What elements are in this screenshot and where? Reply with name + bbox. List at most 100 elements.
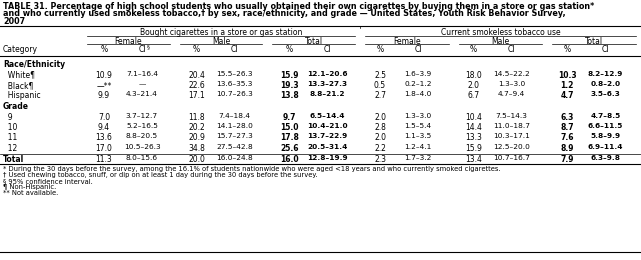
Text: 8.9: 8.9 bbox=[561, 144, 574, 153]
Text: 6.5–14.4: 6.5–14.4 bbox=[310, 113, 345, 119]
Text: 4.7–9.4: 4.7–9.4 bbox=[498, 92, 525, 98]
Text: 11.3: 11.3 bbox=[96, 154, 112, 164]
Text: 12.1–20.6: 12.1–20.6 bbox=[307, 70, 347, 76]
Text: 6.9–11.4: 6.9–11.4 bbox=[588, 144, 623, 150]
Text: 18.0: 18.0 bbox=[465, 70, 482, 80]
Text: 12.5–20.0: 12.5–20.0 bbox=[493, 144, 530, 150]
Text: 1.5–5.4: 1.5–5.4 bbox=[404, 123, 431, 129]
Text: 25.6: 25.6 bbox=[280, 144, 299, 153]
Text: 20.9: 20.9 bbox=[188, 133, 205, 142]
Text: Category: Category bbox=[3, 45, 38, 54]
Text: %: % bbox=[470, 45, 478, 54]
Text: 8.0–15.6: 8.0–15.6 bbox=[126, 154, 158, 160]
Text: 10.3–17.1: 10.3–17.1 bbox=[493, 133, 530, 140]
Text: Total: Total bbox=[3, 154, 24, 164]
Text: 15.9: 15.9 bbox=[280, 70, 299, 80]
Text: §: § bbox=[147, 44, 150, 49]
Text: 6.7: 6.7 bbox=[467, 92, 479, 101]
Text: Male: Male bbox=[492, 37, 510, 46]
Text: 2.0: 2.0 bbox=[468, 81, 479, 90]
Text: 13.4: 13.4 bbox=[465, 154, 482, 164]
Text: 1.8–4.0: 1.8–4.0 bbox=[404, 92, 431, 98]
Text: Female: Female bbox=[393, 37, 420, 46]
Text: 1.1–3.5: 1.1–3.5 bbox=[404, 133, 431, 140]
Text: 15.7–27.3: 15.7–27.3 bbox=[216, 133, 253, 140]
Text: 14.1–28.0: 14.1–28.0 bbox=[216, 123, 253, 129]
Text: 11.0–18.7: 11.0–18.7 bbox=[493, 123, 530, 129]
Text: 10.4: 10.4 bbox=[465, 113, 482, 121]
Text: 20.4: 20.4 bbox=[188, 70, 205, 80]
Text: 7.0: 7.0 bbox=[98, 113, 110, 121]
Text: 4.3–21.4: 4.3–21.4 bbox=[126, 92, 158, 98]
Text: 7.6: 7.6 bbox=[561, 133, 574, 142]
Text: 6.3: 6.3 bbox=[561, 113, 574, 121]
Text: 5.2–16.5: 5.2–16.5 bbox=[126, 123, 158, 129]
Text: 8.8–21.2: 8.8–21.2 bbox=[310, 92, 345, 98]
Text: 7.1–16.4: 7.1–16.4 bbox=[126, 70, 158, 76]
Text: 2.8: 2.8 bbox=[374, 123, 386, 132]
Text: 2.5: 2.5 bbox=[374, 70, 386, 80]
Text: 15.0: 15.0 bbox=[280, 123, 299, 132]
Text: 15.9: 15.9 bbox=[465, 144, 482, 153]
Text: 1.2: 1.2 bbox=[561, 81, 574, 90]
Text: 17.8: 17.8 bbox=[280, 133, 299, 142]
Text: 34.8: 34.8 bbox=[188, 144, 205, 153]
Text: ¶ Non-Hispanic.: ¶ Non-Hispanic. bbox=[3, 184, 56, 190]
Text: CI: CI bbox=[231, 45, 238, 54]
Text: %: % bbox=[376, 45, 383, 54]
Text: %: % bbox=[564, 45, 571, 54]
Text: § 95% confidence interval.: § 95% confidence interval. bbox=[3, 178, 93, 184]
Text: 19.3: 19.3 bbox=[280, 81, 299, 90]
Text: %: % bbox=[286, 45, 293, 54]
Text: 15.5–26.3: 15.5–26.3 bbox=[217, 70, 253, 76]
Text: 10.5–26.3: 10.5–26.3 bbox=[124, 144, 160, 150]
Text: 12: 12 bbox=[3, 144, 17, 153]
Text: CI: CI bbox=[602, 45, 609, 54]
Text: 12.8–19.9: 12.8–19.9 bbox=[307, 154, 347, 160]
Text: 9: 9 bbox=[3, 113, 13, 121]
Text: 6.3–9.8: 6.3–9.8 bbox=[590, 154, 620, 160]
Text: 1.2–4.1: 1.2–4.1 bbox=[404, 144, 431, 150]
Text: 4.7: 4.7 bbox=[561, 92, 574, 101]
Text: %: % bbox=[193, 45, 200, 54]
Text: 3.7–12.7: 3.7–12.7 bbox=[126, 113, 158, 119]
Text: Hispanic: Hispanic bbox=[3, 92, 40, 101]
Text: 8.2–12.9: 8.2–12.9 bbox=[588, 70, 623, 76]
Text: 17.0: 17.0 bbox=[96, 144, 112, 153]
Text: 2.2: 2.2 bbox=[374, 144, 386, 153]
Text: —**: —** bbox=[96, 81, 112, 90]
Text: and who currently used smokeless tobacco,† by sex, race/ethnicity, and grade — U: and who currently used smokeless tobacco… bbox=[3, 10, 565, 18]
Text: 0.2–1.2: 0.2–1.2 bbox=[404, 81, 432, 87]
Text: 7.5–14.3: 7.5–14.3 bbox=[495, 113, 528, 119]
Text: 14.5–22.2: 14.5–22.2 bbox=[494, 70, 530, 76]
Text: 22.6: 22.6 bbox=[188, 81, 205, 90]
Text: 10: 10 bbox=[3, 123, 17, 132]
Text: 2007: 2007 bbox=[3, 17, 25, 26]
Text: 13.7–22.9: 13.7–22.9 bbox=[307, 133, 347, 140]
Text: TABLE 31. Percentage of high school students who usually obtained their own ciga: TABLE 31. Percentage of high school stud… bbox=[3, 2, 594, 11]
Text: 10.4–21.0: 10.4–21.0 bbox=[307, 123, 347, 129]
Text: 10.9: 10.9 bbox=[96, 70, 112, 80]
Text: 13.8: 13.8 bbox=[280, 92, 299, 101]
Text: 16.0: 16.0 bbox=[280, 154, 299, 164]
Text: 6.6–11.5: 6.6–11.5 bbox=[588, 123, 623, 129]
Text: 7.9: 7.9 bbox=[561, 154, 574, 164]
Text: 10.3: 10.3 bbox=[558, 70, 577, 80]
Text: 2.0: 2.0 bbox=[374, 133, 386, 142]
Text: Current smokeless tobacco use: Current smokeless tobacco use bbox=[441, 28, 560, 37]
Text: 13.6–35.3: 13.6–35.3 bbox=[217, 81, 253, 87]
Text: 20.0: 20.0 bbox=[188, 154, 205, 164]
Text: White¶: White¶ bbox=[3, 70, 35, 80]
Text: 20.5–31.4: 20.5–31.4 bbox=[307, 144, 347, 150]
Text: CI: CI bbox=[139, 45, 147, 54]
Text: Bought cigarettes in a store or gas station: Bought cigarettes in a store or gas stat… bbox=[140, 28, 302, 37]
Text: 1.3–3.0: 1.3–3.0 bbox=[404, 113, 431, 119]
Text: Male: Male bbox=[212, 37, 230, 46]
Text: 10.7–16.7: 10.7–16.7 bbox=[493, 154, 530, 160]
Text: 9.7: 9.7 bbox=[283, 113, 296, 121]
Text: 1.3–3.0: 1.3–3.0 bbox=[498, 81, 525, 87]
Text: 20.2: 20.2 bbox=[188, 123, 205, 132]
Text: 3.5–6.3: 3.5–6.3 bbox=[590, 92, 620, 98]
Text: 4.7–8.5: 4.7–8.5 bbox=[590, 113, 620, 119]
Text: 14.4: 14.4 bbox=[465, 123, 482, 132]
